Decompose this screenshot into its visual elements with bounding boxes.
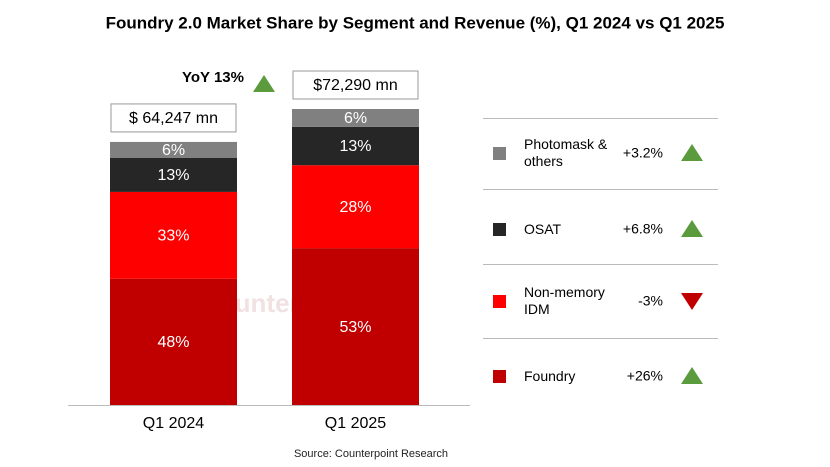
bar-segment	[292, 248, 419, 405]
data-label: 28%	[339, 199, 371, 216]
legend-label: Foundry	[524, 367, 576, 384]
chart-title: Foundry 2.0 Market Share by Segment and …	[106, 13, 725, 32]
x-tick-label: Q1 2024	[143, 415, 204, 432]
yoy-label: YoY 13%	[182, 69, 244, 86]
trend-arrow	[681, 220, 703, 237]
x-tick-label: Q1 2025	[325, 415, 386, 432]
bar-segment	[292, 109, 419, 127]
trend-arrow	[681, 293, 703, 310]
data-label: 53%	[339, 319, 371, 336]
bar-segment	[110, 191, 237, 279]
data-label: 6%	[344, 110, 367, 127]
bar-segment	[292, 165, 419, 249]
data-label: 33%	[157, 228, 189, 245]
data-label: 13%	[339, 138, 371, 155]
legend-change: -3%	[638, 293, 663, 309]
legend-change: +3.2%	[623, 145, 663, 161]
bar-segment	[110, 278, 237, 405]
trend-arrow	[681, 144, 703, 161]
data-label: 13%	[157, 167, 189, 184]
bar-segment	[110, 141, 237, 158]
legend-swatch	[493, 370, 506, 383]
legend-label: Non-memory IDM	[524, 284, 605, 317]
bar-segment	[292, 126, 419, 166]
total-label: $72,290 mn	[313, 77, 398, 94]
legend-swatch	[493, 295, 506, 308]
bar-segment	[110, 157, 237, 192]
legend-label: OSAT	[524, 220, 562, 237]
data-label: 6%	[162, 142, 185, 159]
data-label: 48%	[157, 334, 189, 351]
trend-arrow	[681, 367, 703, 384]
source: Source: Counterpoint Research	[294, 448, 448, 460]
yoy-arrow	[253, 75, 275, 92]
total-label: $ 64,247 mn	[129, 110, 218, 127]
legend-change: +6.8%	[623, 221, 663, 237]
legend-change: +26%	[627, 368, 663, 384]
legend-swatch	[493, 147, 506, 160]
legend-swatch	[493, 223, 506, 236]
total-box	[110, 103, 237, 133]
legend-label: Photomask & others	[524, 136, 608, 169]
total-box	[292, 70, 419, 100]
